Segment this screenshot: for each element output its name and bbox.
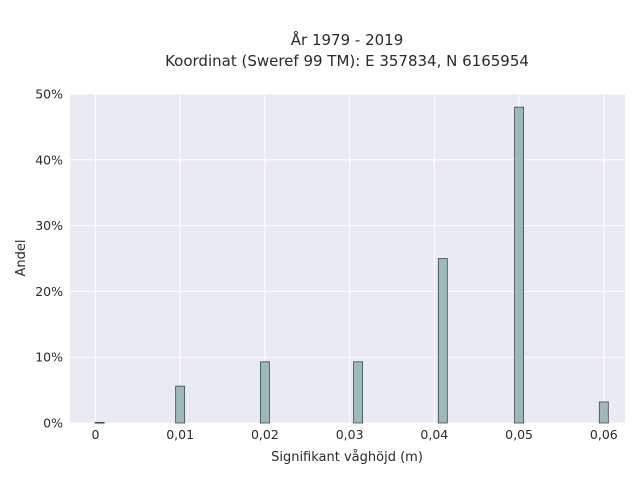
- y-tick-label: 40%: [35, 152, 63, 167]
- y-tick-label: 50%: [35, 87, 63, 102]
- bar: [94, 421, 105, 424]
- y-tick-label: 20%: [35, 284, 63, 299]
- y-tick-labels: 0% 10% 20% 30% 40% 50%: [35, 87, 63, 431]
- x-tick-label: 0: [91, 427, 99, 442]
- bars: [94, 106, 609, 424]
- bar: [175, 385, 186, 424]
- chart-title-line-2: Koordinat (Sweref 99 TM): E 357834, N 61…: [165, 52, 529, 70]
- y-tick-label: 10%: [35, 350, 63, 365]
- bar: [353, 361, 363, 424]
- x-tick-labels: 0 0,01 0,02 0,03 0,04 0,05 0,06: [91, 427, 617, 442]
- y-axis-title: Andel: [14, 240, 29, 277]
- x-tick-label: 0,05: [505, 427, 533, 442]
- plot-area: [70, 94, 625, 423]
- x-tick-label: 0,01: [166, 427, 194, 442]
- y-tick-label: 30%: [35, 218, 63, 233]
- y-tick-label: 0%: [43, 416, 63, 431]
- y-gridlines: [70, 93, 625, 424]
- x-axis-title: Signifikant våghöjd (m): [271, 450, 423, 465]
- x-tick-label: 0,02: [251, 427, 279, 442]
- bar: [259, 361, 270, 424]
- chart-title-line-1: År 1979 - 2019: [291, 30, 404, 49]
- x-tick-label: 0,06: [590, 427, 618, 442]
- bar: [437, 258, 448, 424]
- bar: [598, 401, 609, 424]
- x-tick-label: 0,04: [420, 427, 448, 442]
- bar: [514, 106, 524, 424]
- x-tick-label: 0,03: [336, 427, 364, 442]
